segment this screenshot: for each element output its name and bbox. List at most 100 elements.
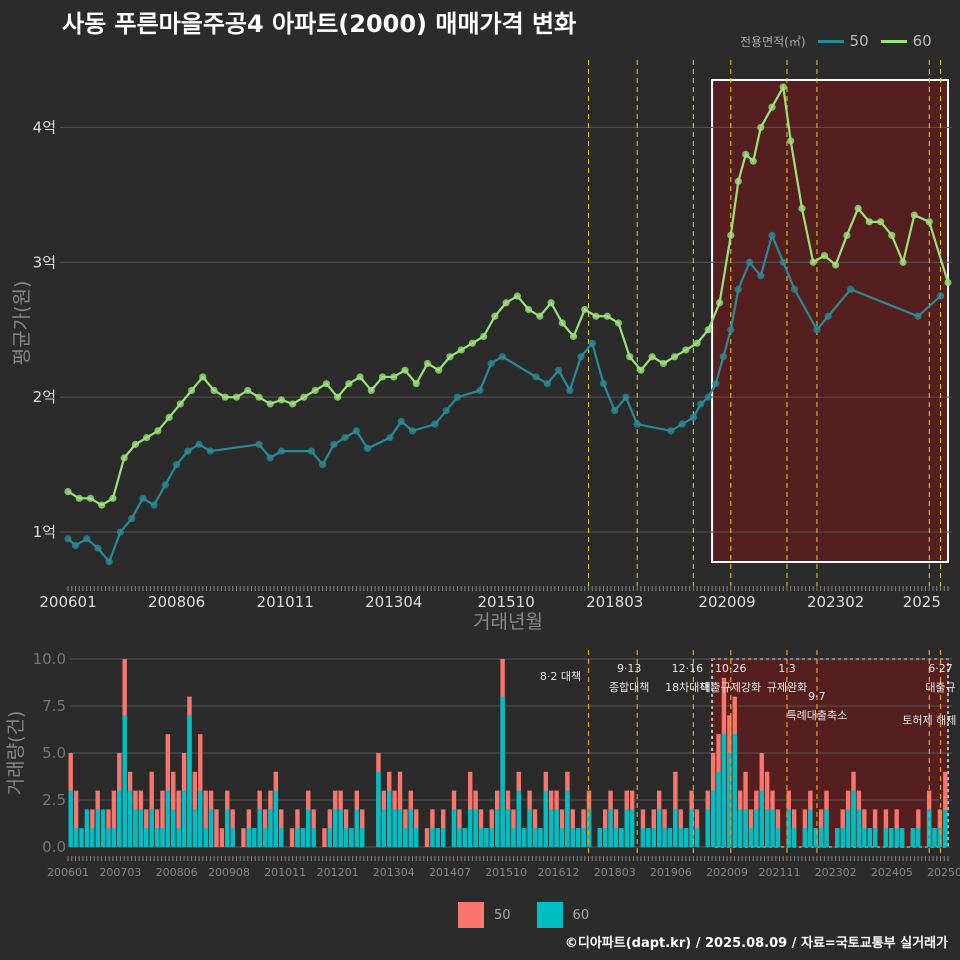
bar-60 — [608, 809, 613, 847]
legend-label-60: 60 — [912, 32, 932, 50]
data-point-60 — [734, 177, 742, 185]
bar-60 — [495, 809, 500, 847]
volume-x-tick-label: 202508 — [927, 866, 960, 879]
x-tick-label: 200601 — [39, 593, 96, 611]
volume-y-tick-label: 7.5 — [42, 697, 66, 715]
volume-x-tick-label: 200806 — [156, 866, 198, 879]
data-point-50 — [667, 427, 675, 435]
bar-60 — [111, 828, 117, 847]
bar-60 — [441, 828, 446, 847]
bar-60 — [117, 790, 122, 847]
data-point-60 — [502, 299, 510, 307]
bar-60 — [770, 809, 775, 847]
bar-60 — [640, 828, 646, 847]
x-tick-label: 202009 — [698, 593, 755, 611]
data-point-60 — [356, 373, 364, 381]
data-point-50 — [83, 535, 91, 543]
bar-60 — [478, 828, 484, 847]
bar-60 — [154, 828, 160, 847]
data-point-60 — [480, 332, 488, 341]
bar-60 — [133, 809, 138, 847]
bar-60 — [295, 828, 300, 847]
bar-60 — [521, 828, 527, 847]
legend-key-50 — [817, 39, 844, 43]
data-point-60 — [899, 258, 907, 266]
bar-60 — [381, 809, 387, 847]
policy-annotation-name: 종합대책 — [609, 681, 649, 694]
data-point-60 — [715, 299, 724, 307]
data-point-60 — [412, 380, 420, 388]
volume-x-tick-label: 200601 — [47, 866, 89, 879]
data-point-60 — [742, 150, 750, 159]
data-point-50 — [341, 434, 349, 442]
data-point-60 — [809, 258, 817, 266]
bar-60 — [743, 809, 748, 847]
policy-annotation-date: 1·3 — [778, 662, 796, 675]
bar-60 — [430, 828, 435, 847]
bar-60 — [208, 809, 214, 847]
bar-60 — [656, 809, 662, 847]
bar-60 — [246, 828, 252, 847]
data-point-60 — [199, 373, 207, 381]
bar-60 — [311, 828, 316, 847]
data-point-60 — [165, 413, 173, 422]
bar-60 — [408, 809, 414, 847]
data-point-60 — [154, 427, 162, 435]
bar-60 — [376, 771, 381, 847]
x-tick-label: 200806 — [148, 593, 205, 611]
bar-50 — [160, 790, 165, 847]
data-point-60 — [334, 393, 342, 401]
data-point-60 — [176, 400, 184, 408]
y-axis-title: 평균가(원) — [11, 281, 33, 366]
data-point-60 — [671, 353, 679, 361]
legend-swatch-60 — [536, 902, 563, 928]
data-point-60 — [468, 339, 477, 347]
bar-50 — [241, 828, 246, 847]
bar-60 — [673, 809, 678, 847]
policy-annotation-date: 12·16 — [672, 662, 704, 675]
bar-60 — [538, 828, 543, 847]
bar-60 — [926, 809, 932, 847]
data-point-50 — [719, 353, 727, 361]
bar-60 — [586, 809, 592, 847]
bar-60 — [225, 809, 230, 847]
data-point-60 — [536, 312, 544, 320]
bar-50 — [176, 790, 181, 847]
data-point-50 — [712, 380, 720, 388]
data-point-50 — [363, 444, 372, 453]
data-point-60 — [457, 346, 465, 354]
bar-60 — [667, 828, 673, 847]
data-point-60 — [727, 231, 735, 239]
bar-50 — [424, 828, 430, 847]
bar-60 — [451, 809, 457, 847]
policy-annotation-date: 8·2 대책 — [540, 670, 581, 683]
volume-x-tick-label: 201906 — [650, 866, 692, 879]
bar-60 — [840, 828, 845, 847]
volume-y-tick-label: 0.0 — [42, 838, 66, 856]
data-point-50 — [914, 312, 922, 320]
policy-annotation-name: 대출규 — [925, 681, 955, 694]
bar-60 — [813, 828, 818, 847]
volume-x-tick-label: 201011 — [264, 866, 306, 879]
bar-60 — [894, 828, 899, 847]
data-point-60 — [592, 312, 600, 320]
data-point-50 — [704, 393, 712, 401]
data-point-50 — [442, 407, 450, 415]
data-point-50 — [790, 285, 799, 293]
bar-60 — [851, 790, 856, 847]
y-tick-label: 4억 — [33, 118, 56, 136]
data-point-60 — [925, 218, 933, 226]
bar-60 — [306, 809, 311, 847]
bar-60 — [95, 809, 100, 847]
data-point-50 — [277, 447, 286, 455]
volume-y-tick-label: 2.5 — [42, 791, 66, 809]
data-point-50 — [408, 427, 417, 435]
data-point-50 — [532, 373, 540, 381]
policy-annotation-name: 규제완화 — [767, 681, 807, 694]
bar-60 — [300, 828, 306, 847]
data-point-50 — [697, 400, 705, 408]
data-point-50 — [255, 440, 263, 448]
bar-60 — [559, 828, 565, 847]
bar-60 — [349, 828, 354, 847]
x-tick-label: 201510 — [477, 593, 534, 611]
